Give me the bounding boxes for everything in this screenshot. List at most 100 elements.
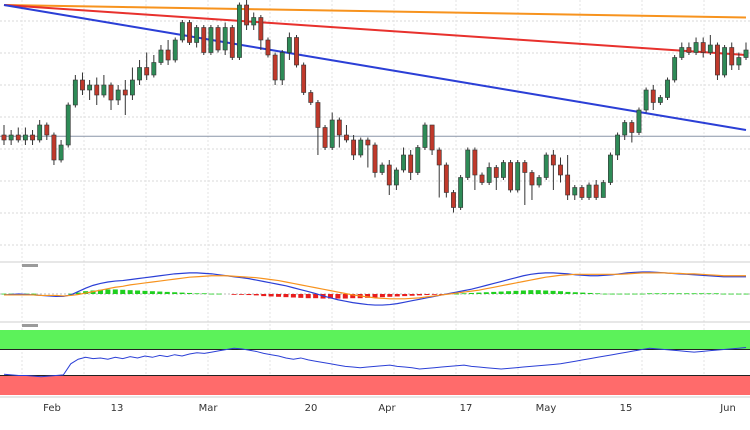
candle-body bbox=[322, 127, 328, 148]
candle-body bbox=[94, 84, 100, 96]
histogram-bar bbox=[172, 292, 178, 294]
histogram-bar bbox=[698, 293, 704, 295]
histogram-bar bbox=[595, 293, 601, 295]
rsi-band bbox=[0, 375, 750, 395]
histogram-bar bbox=[550, 290, 556, 294]
candle-body bbox=[65, 104, 71, 146]
histogram-bar bbox=[201, 293, 207, 295]
candle-body bbox=[393, 169, 399, 186]
candle-body bbox=[429, 124, 435, 151]
histogram-bar bbox=[476, 292, 482, 294]
histogram-bar bbox=[558, 291, 563, 294]
candle-body bbox=[700, 42, 706, 53]
histogram-bar bbox=[424, 294, 430, 296]
histogram-bar bbox=[743, 293, 749, 295]
panel-resize-handle bbox=[22, 264, 38, 267]
candle-body bbox=[258, 17, 264, 41]
candle-body bbox=[122, 89, 128, 96]
histogram-bar bbox=[112, 289, 118, 294]
candle-body bbox=[472, 149, 478, 176]
candle-body bbox=[729, 47, 735, 66]
candle-body bbox=[679, 47, 685, 58]
candle-body bbox=[294, 37, 299, 66]
candle-body bbox=[572, 187, 578, 196]
candle-body bbox=[251, 17, 257, 26]
candle-body bbox=[615, 134, 620, 156]
candle-body bbox=[179, 22, 185, 41]
histogram-bar bbox=[609, 293, 615, 295]
oscillator-line bbox=[4, 272, 746, 300]
histogram-bar bbox=[417, 294, 423, 296]
histogram-bar bbox=[669, 293, 675, 295]
candle-body bbox=[451, 192, 456, 208]
histogram-bar bbox=[283, 294, 289, 298]
histogram-bar bbox=[721, 293, 727, 295]
x-tick-label: 15 bbox=[620, 403, 633, 414]
histogram-bar bbox=[372, 294, 378, 298]
histogram-bar bbox=[379, 294, 385, 298]
candle-body bbox=[686, 47, 692, 53]
candle-body bbox=[187, 22, 192, 43]
histogram-bar bbox=[506, 291, 512, 294]
histogram-bar bbox=[164, 291, 170, 294]
candle-body bbox=[137, 67, 142, 81]
candle-body bbox=[351, 139, 357, 156]
candle-body bbox=[158, 49, 164, 63]
rsi-band bbox=[0, 330, 750, 350]
histogram-bar bbox=[602, 293, 608, 295]
candle-body bbox=[629, 122, 635, 133]
candle-body bbox=[458, 177, 464, 208]
candle-body bbox=[479, 174, 485, 183]
histogram-bar bbox=[647, 293, 653, 295]
candle-body bbox=[315, 102, 321, 128]
histogram-bar bbox=[105, 289, 111, 294]
candle-body bbox=[165, 49, 171, 61]
histogram-bar bbox=[68, 293, 74, 295]
histogram-bar bbox=[713, 293, 719, 295]
candle-body bbox=[279, 52, 285, 81]
x-tick-label: 13 bbox=[111, 403, 124, 414]
histogram-bar bbox=[498, 291, 504, 294]
rsi-line bbox=[3, 347, 747, 378]
candle-body bbox=[443, 164, 449, 193]
histogram-bar bbox=[624, 293, 630, 295]
histogram-bar bbox=[290, 294, 296, 298]
candle-body bbox=[586, 184, 592, 198]
candle-body bbox=[465, 149, 471, 178]
histogram-bar bbox=[298, 294, 304, 298]
histogram-bar bbox=[684, 293, 690, 295]
candle-body bbox=[301, 64, 307, 93]
histogram-bar bbox=[238, 294, 244, 295]
histogram-bar bbox=[246, 294, 252, 296]
histogram-bar bbox=[231, 294, 237, 295]
candle-body bbox=[44, 124, 50, 136]
histogram-bar bbox=[394, 294, 400, 297]
candle-body bbox=[172, 39, 178, 61]
x-tick-label: Feb bbox=[43, 403, 61, 414]
histogram-bar bbox=[461, 293, 467, 295]
candle-body bbox=[272, 54, 278, 81]
histogram-bar bbox=[142, 290, 148, 294]
candle-body bbox=[665, 79, 670, 98]
histogram-bar bbox=[617, 293, 623, 295]
histogram-bar bbox=[327, 294, 333, 299]
candle-body bbox=[436, 149, 442, 166]
histogram-bar bbox=[365, 294, 371, 298]
histogram-bar bbox=[149, 291, 155, 294]
candle-body bbox=[58, 144, 64, 161]
x-tick-label: 20 bbox=[305, 403, 318, 414]
candle-body bbox=[144, 67, 150, 76]
histogram-bar bbox=[468, 292, 474, 294]
candle-body bbox=[550, 154, 556, 166]
histogram-bar bbox=[120, 289, 126, 294]
candle-body bbox=[215, 27, 221, 51]
candle-body bbox=[208, 27, 214, 53]
candle-body bbox=[415, 147, 421, 173]
histogram-bar bbox=[706, 293, 712, 295]
candle-body bbox=[244, 4, 249, 26]
oscillator-line bbox=[3, 271, 746, 306]
candle-body bbox=[657, 97, 663, 103]
candle-body bbox=[736, 57, 742, 66]
candle-body bbox=[308, 92, 314, 103]
candle-body bbox=[80, 79, 85, 91]
